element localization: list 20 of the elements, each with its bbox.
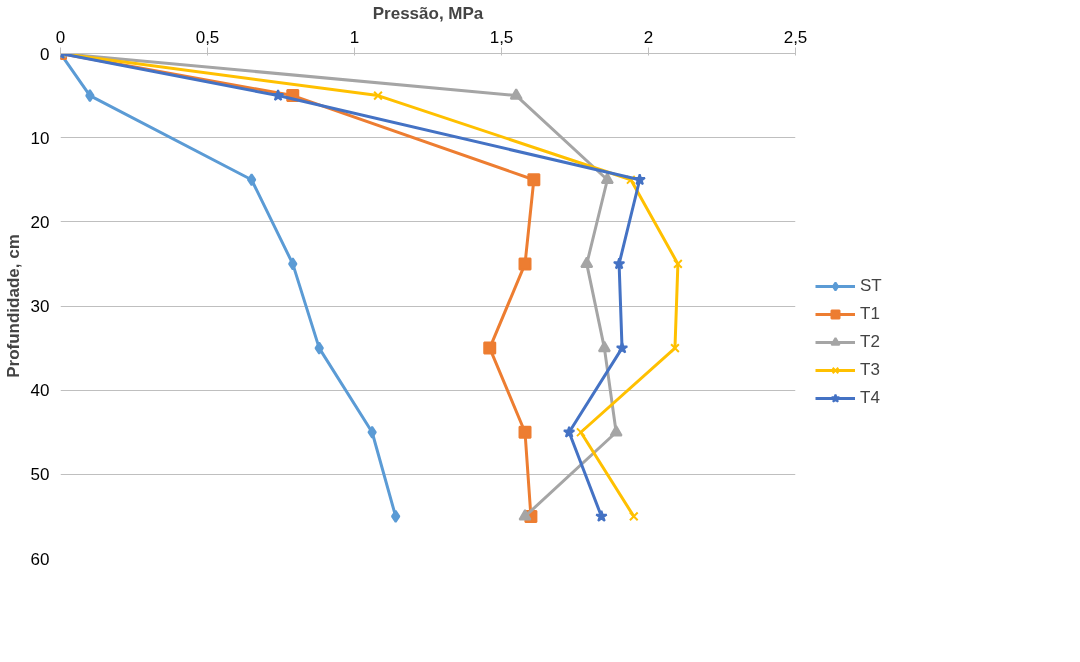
y-tick-label: 10 [30, 128, 50, 148]
legend-label: T2 [860, 332, 880, 352]
y-tick-label: 20 [30, 212, 50, 232]
x-axis-title: Pressão, MPa [372, 3, 484, 23]
x-tick-label: 0 [55, 27, 66, 47]
legend-label: T1 [860, 304, 880, 324]
x-tick-label: 0,5 [195, 27, 220, 47]
x-tick-label: 2 [643, 27, 654, 47]
legend-label: ST [860, 276, 882, 296]
x-tick-label: 1 [349, 27, 360, 47]
y-tick-label: 40 [30, 381, 50, 401]
x-tick-label: 1,5 [489, 27, 514, 47]
y-tick-label: 60 [30, 549, 50, 569]
legend-label: T3 [860, 360, 880, 380]
y-tick-label: 50 [30, 465, 50, 485]
x-tick-label: 2,5 [783, 27, 808, 47]
y-axis-title: Profundidade, cm [3, 234, 23, 378]
y-tick-label: 0 [40, 44, 50, 64]
y-tick-label: 30 [30, 297, 50, 316]
legend-label: T4 [860, 388, 880, 408]
